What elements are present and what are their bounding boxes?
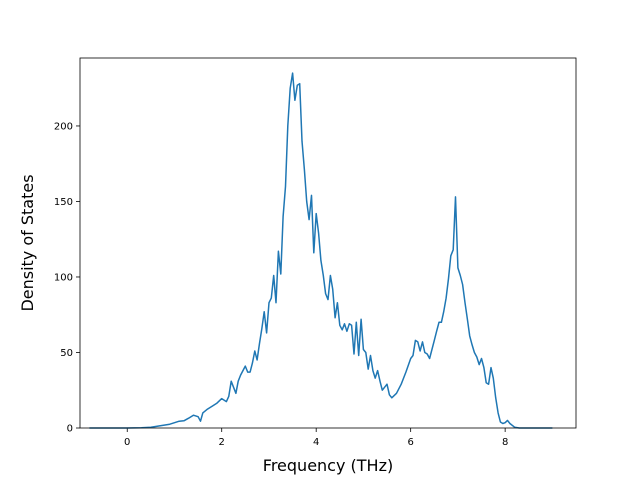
- x-tick-label: 6: [407, 437, 413, 448]
- x-axis-ticks: 0 2 4 6 8: [124, 428, 508, 448]
- x-axis-label: Frequency (THz): [263, 456, 393, 475]
- x-tick-label: 2: [219, 437, 225, 448]
- y-tick-label: 150: [54, 197, 73, 208]
- plot-frame: [79, 57, 577, 429]
- x-tick-label: 4: [313, 437, 319, 448]
- plot-background: [80, 58, 576, 428]
- y-axis-label: Density of States: [18, 174, 37, 311]
- y-tick-label: 200: [54, 121, 73, 132]
- series-line: [89, 72, 553, 429]
- y-tick-label: 0: [67, 424, 73, 435]
- y-tick-label: 100: [54, 272, 73, 283]
- x-tick-label: 0: [124, 437, 130, 448]
- y-tick-label: 50: [60, 348, 73, 359]
- y-axis-ticks: 0 50 100 150 200: [54, 121, 80, 435]
- x-tick-label: 8: [502, 437, 508, 448]
